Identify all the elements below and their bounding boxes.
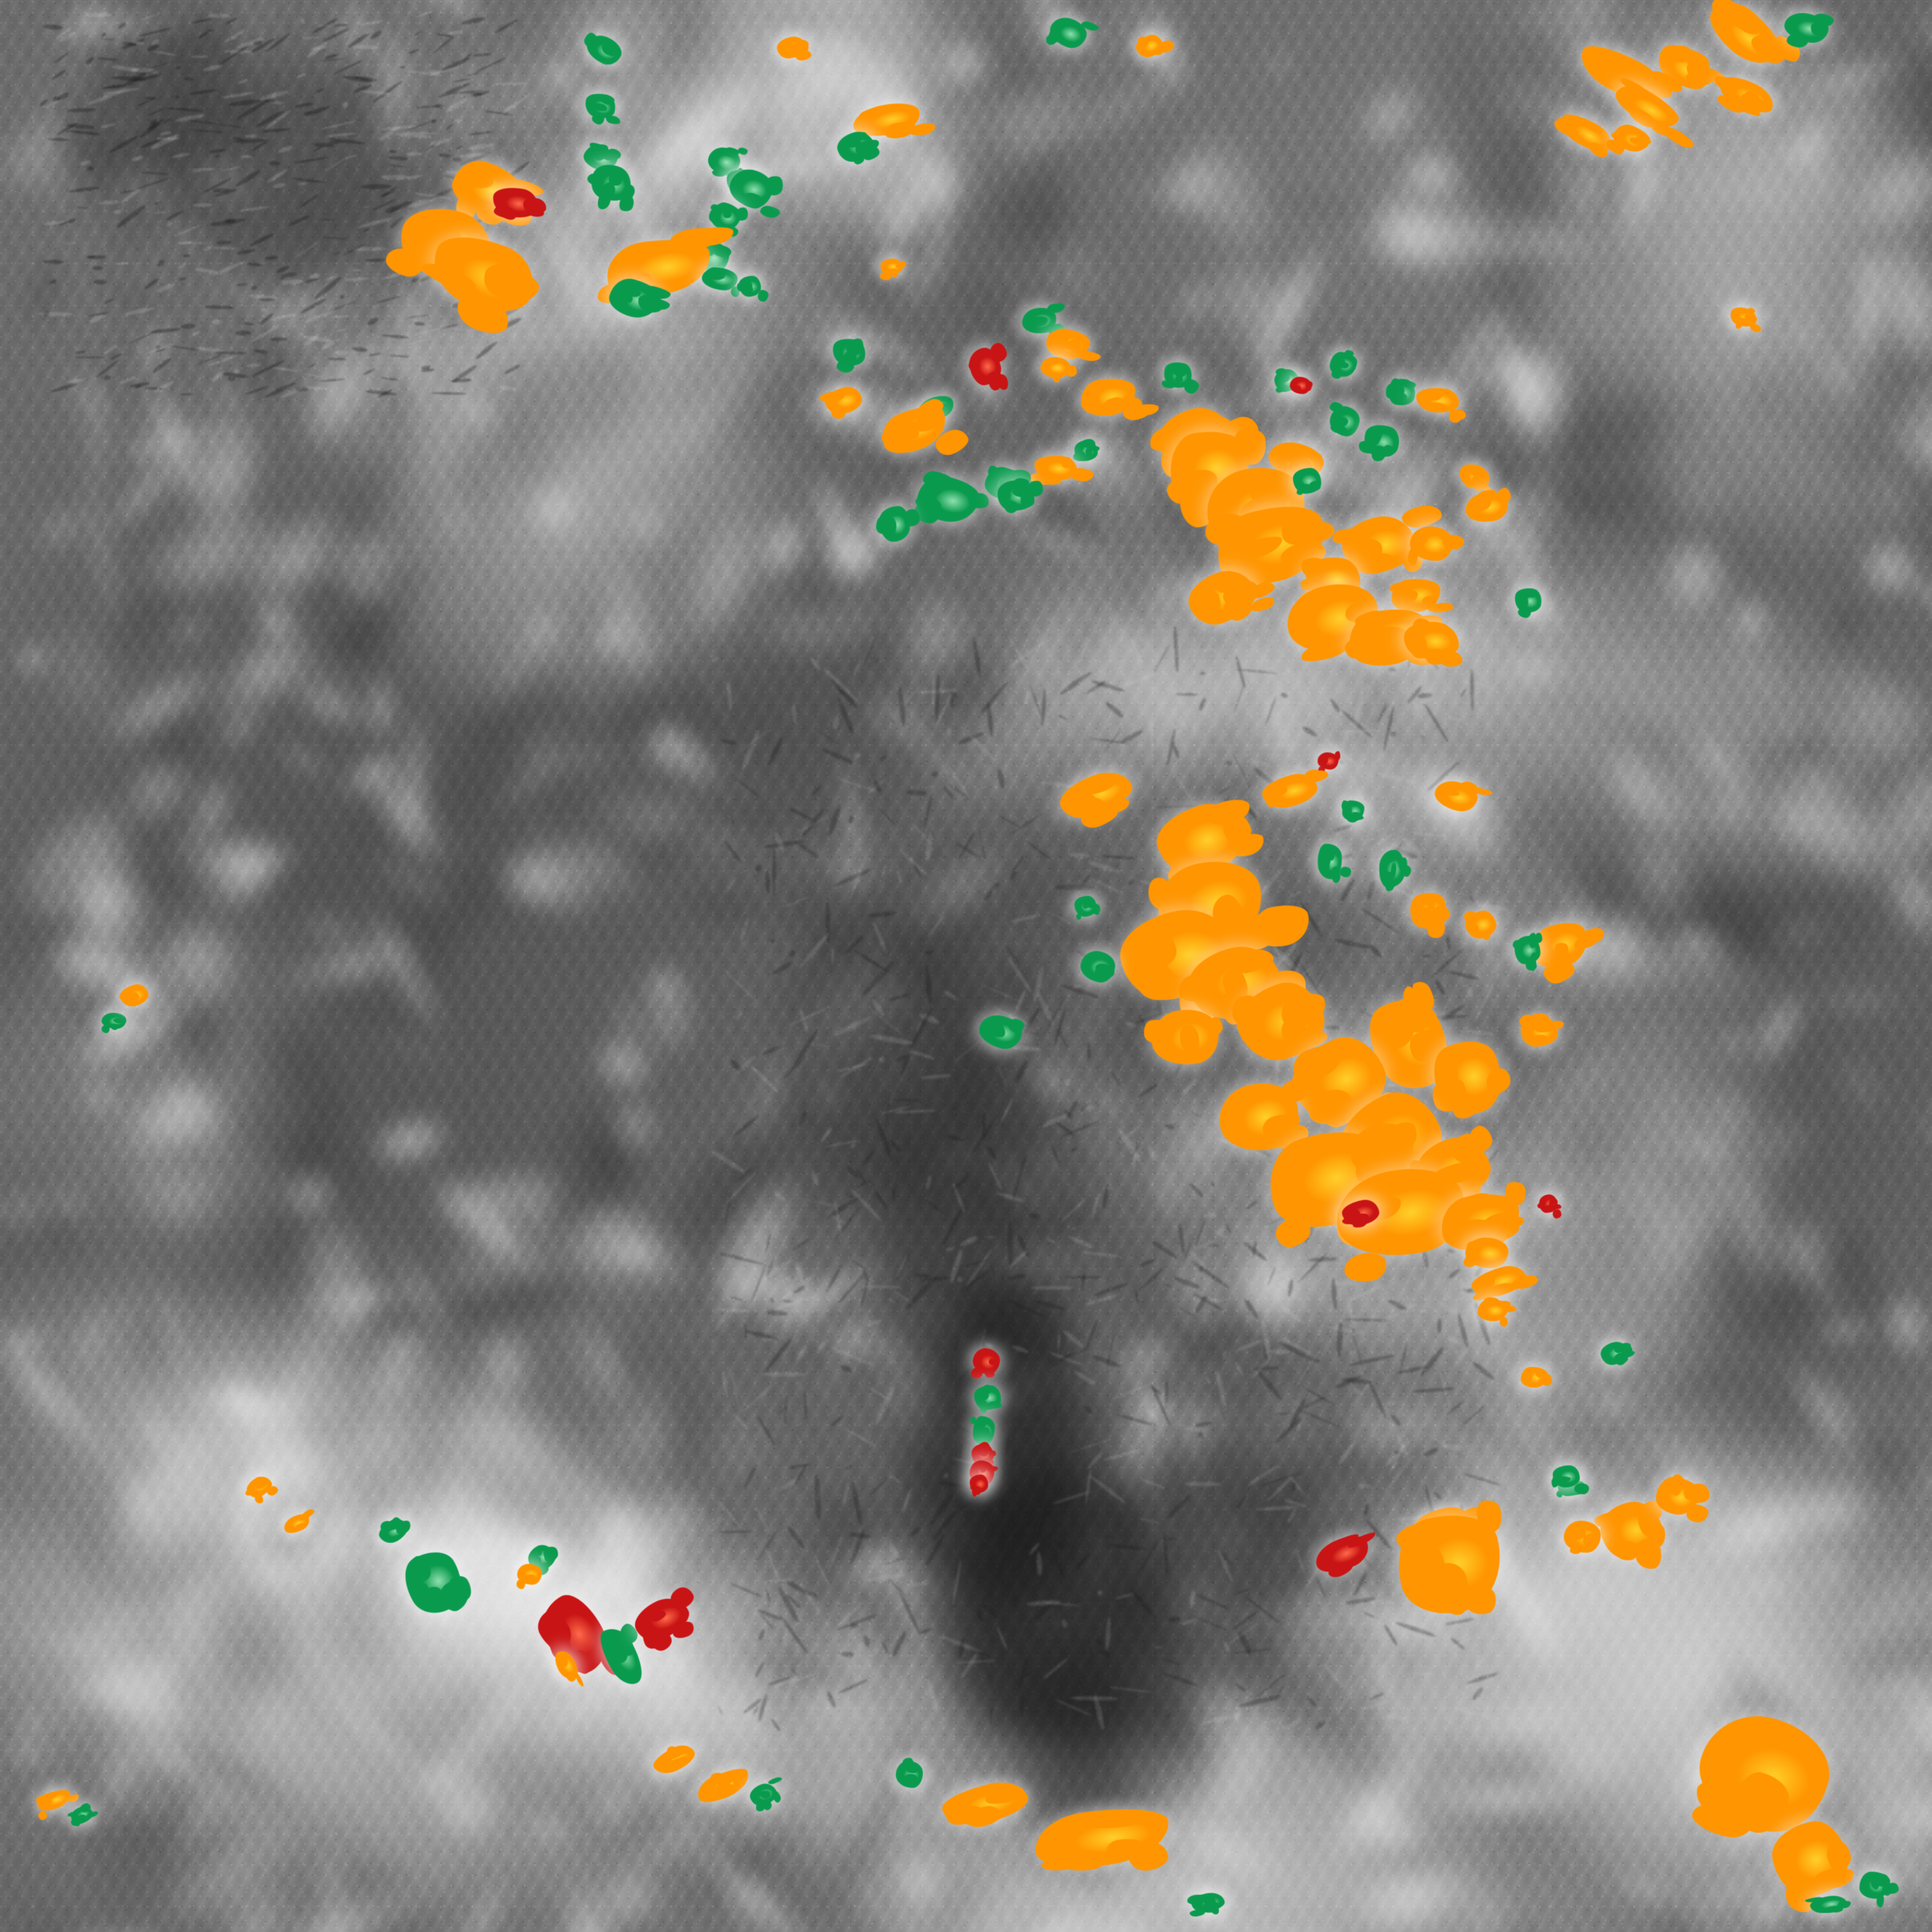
detection-object-wrap [823,117,888,176]
detection-object-wrap [1531,1186,1566,1222]
detection-object-wrap [1544,1457,1589,1496]
cloud-top-halo [1555,1512,1609,1561]
detection-object-wrap [1506,927,1549,973]
detection-object-wrap [1309,744,1347,778]
cloud-top-halo [730,267,770,305]
cloud-top-halo [871,497,919,550]
cloud-top-halo [961,1466,997,1502]
detection-object-wrap [819,325,879,379]
cloud-top-halo [1512,1007,1566,1055]
detection-object-wrap [1306,833,1353,890]
detection-object-wrap [1469,1290,1517,1330]
detection-object-wrap [57,1792,107,1838]
detection-object-wrap [1334,792,1373,830]
detection-object-wrap [1452,898,1509,952]
detection-object-wrap [1401,518,1464,570]
detection-object-wrap [1512,1358,1556,1396]
detection-object-wrap [1068,365,1160,429]
detection-object-wrap [1452,478,1521,537]
detection-object-wrap [1851,1863,1899,1907]
cloud-top-halo [1544,1457,1588,1496]
detection-object-wrap [961,1466,997,1502]
detection-object-wrap [765,24,818,71]
detection-object-wrap [1502,576,1554,625]
detection-object-wrap [1512,1007,1566,1055]
detection-object-wrap [1281,368,1319,403]
detection-object-wrap [1393,610,1470,670]
detection-object-wrap [231,1460,287,1513]
detection-object-wrap [1122,20,1177,72]
detection-object-wrap [1066,887,1105,925]
detection-object-wrap [480,174,550,231]
detection-object-wrap [1717,293,1771,341]
cloud-top-halo [1032,348,1079,387]
detection-object-wrap [1137,994,1234,1081]
cloud-top-halo [1531,1186,1566,1222]
detection-object-wrap [1555,1512,1609,1561]
detection-object-wrap [1284,459,1330,502]
detection-object-wrap [956,334,1015,398]
detection-object-wrap [1348,409,1415,473]
cloud-top-halo [1281,368,1319,403]
detection-object-wrap [1772,0,1841,56]
cloud-top-halo [1469,1290,1517,1330]
detection-object-wrap [730,267,770,305]
cloud-top-halo [1851,1863,1899,1907]
cloud-top-halo [1512,1358,1556,1396]
cloud-top-halo [1066,887,1105,925]
cloud-top-halo [1334,792,1373,830]
detection-object-wrap [872,250,911,283]
detection-object-wrap [539,1635,594,1696]
detection-object-wrap [904,462,992,537]
cloud-top-halo [1401,518,1462,570]
detection-object-wrap [1406,376,1470,424]
detection-object-wrap [1024,444,1095,492]
detection-object-wrap [811,373,875,429]
detection-object-wrap [107,971,161,1020]
detection-object-wrap [1330,1187,1391,1239]
cloud-top-halo [887,1752,932,1797]
detection-object-wrap [965,1001,1036,1063]
detection-object-wrap [1319,341,1367,388]
cloud-top-halo [509,1555,550,1593]
detection-object-wrap [1644,1465,1712,1527]
detection-object-wrap [1422,767,1494,825]
detection-object-wrap [697,189,755,244]
detection-object-wrap [1368,839,1416,898]
detection-object-wrap [986,469,1045,522]
detection-object-wrap [571,79,629,132]
cloud-top-halo [1506,927,1549,973]
detection-object-wrap [571,19,637,81]
detection-object-wrap [736,1769,791,1821]
detection-object-wrap [574,147,648,219]
detection-object-wrap [1035,2,1101,63]
detection-object-wrap [269,1499,324,1549]
detection-object-wrap [961,1337,1012,1386]
cloud-top-halo [872,250,911,283]
detection-object-wrap [871,497,920,550]
detection-object-wrap [1249,759,1331,824]
detection-object-wrap [1599,110,1664,167]
detection-object-wrap [1394,877,1463,944]
detection-object-wrap [1588,1329,1641,1377]
detection-object-wrap [1180,1881,1236,1924]
detection-object-wrap [1068,939,1127,994]
detection-object-wrap [887,1752,932,1797]
detection-object-wrap [509,1555,550,1593]
detection-object-wrap [1150,348,1205,402]
detection-object-wrap [363,1503,424,1560]
detection-object-wrap [93,1004,135,1037]
detection-object-wrap [1799,1884,1858,1925]
detection-object-wrap [595,264,675,333]
detection-object-wrap [965,1377,1010,1419]
detection-object-wrap [1032,348,1079,387]
